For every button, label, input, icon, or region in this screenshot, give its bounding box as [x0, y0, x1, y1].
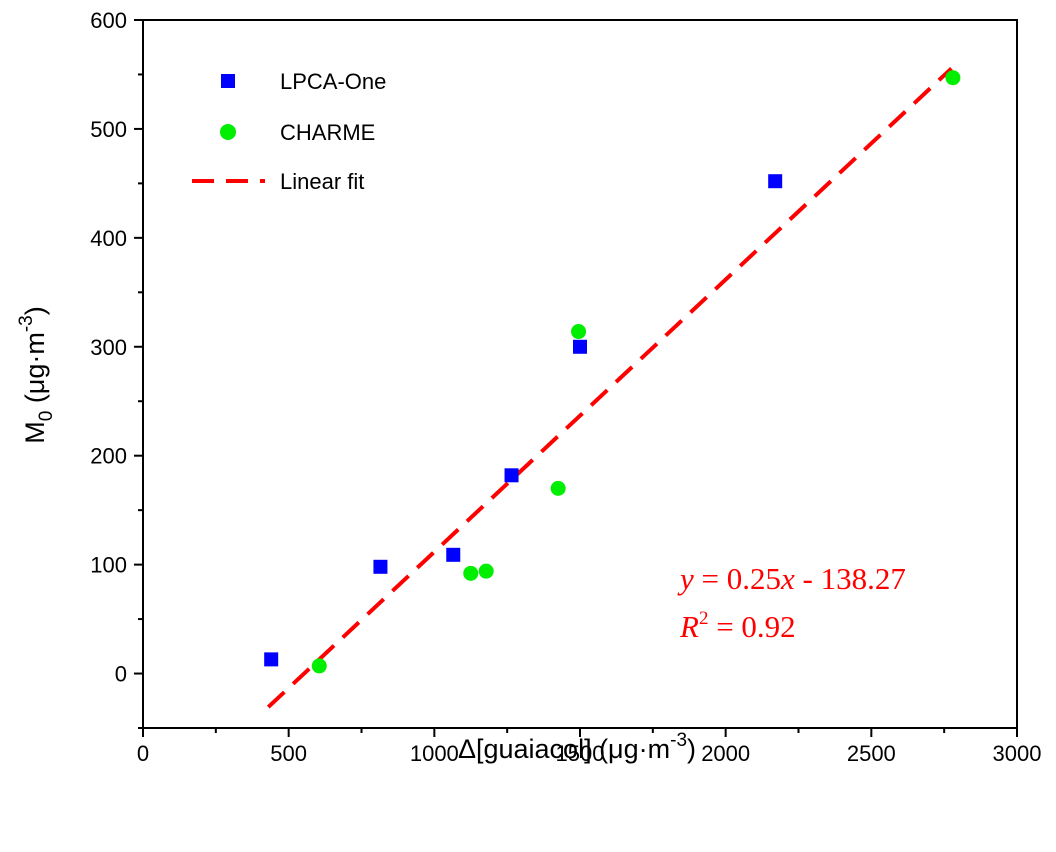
- data-points: [264, 70, 961, 674]
- y-tick-label: 500: [90, 117, 127, 142]
- point-lpca-one: [504, 468, 519, 483]
- x-tick-label: 0: [137, 741, 149, 766]
- eq-x: x: [780, 561, 795, 596]
- x-tick-label: 2500: [847, 741, 896, 766]
- y-axis-title-mid: (μg·m: [20, 332, 50, 411]
- eq-slope: = 0.25: [694, 561, 781, 596]
- y-tick-label: 600: [90, 8, 127, 33]
- plot-frame: [142, 19, 1018, 729]
- axis-ticks: [134, 19, 1018, 737]
- legend-label-lpca-one: LPCA-One: [280, 69, 386, 94]
- r2-r: R: [679, 609, 699, 644]
- linear-fit-line: [266, 67, 953, 709]
- point-lpca-one: [573, 339, 587, 354]
- fit-equation: y = 0.25x - 138.27: [677, 561, 906, 596]
- tick-labels: 0 500 1000 1500 2000 2500 3000 0 100 200 300 400 500…: [90, 8, 1041, 766]
- x-tick-label: 1500: [556, 741, 605, 766]
- point-charme: [550, 480, 566, 496]
- legend-label-charme: CHARME: [280, 120, 375, 145]
- y-tick-label: 100: [90, 553, 127, 578]
- x-tick-label: 3000: [993, 741, 1042, 766]
- point-charme: [571, 324, 587, 340]
- x-axis-title-prefix: Δ[guaiacol] (μg·m: [458, 734, 670, 764]
- point-charme: [478, 563, 494, 579]
- point-lpca-one: [264, 652, 279, 667]
- eq-y: y: [677, 561, 694, 596]
- r2-sup: 2: [699, 608, 709, 629]
- fit-r-squared: R2 = 0.92: [679, 608, 796, 644]
- x-tick-label: 2000: [701, 741, 750, 766]
- y-tick-label: 0: [115, 662, 127, 687]
- point-charme: [945, 70, 961, 86]
- y-tick-label: 300: [90, 335, 127, 360]
- point-lpca-one: [446, 547, 461, 562]
- r2-value: = 0.92: [708, 609, 795, 644]
- y-tick-label: 400: [90, 226, 127, 251]
- y-axis-title-sup: -3: [16, 315, 37, 332]
- x-axis-title-suffix: ): [687, 734, 696, 764]
- legend-marker-lpca-one: [221, 74, 235, 88]
- x-tick-label: 500: [270, 741, 307, 766]
- y-tick-label: 200: [90, 444, 127, 469]
- x-tick-label: 1000: [410, 741, 459, 766]
- y-axis-title-main: M: [20, 421, 50, 444]
- legend-marker-charme: [220, 124, 236, 140]
- eq-intercept: - 138.27: [795, 561, 906, 596]
- y-axis-title-suffix: ): [20, 306, 50, 315]
- point-charme: [463, 565, 479, 581]
- y-axis-title-sub: 0: [36, 411, 57, 422]
- legend: LPCA-One CHARME Linear fit: [192, 69, 386, 194]
- x-axis-title-sup: -3: [670, 730, 687, 751]
- y-axis-title: M0 (μg·m-3): [16, 306, 57, 444]
- point-charme: [311, 658, 327, 674]
- legend-label-linear-fit: Linear fit: [280, 169, 364, 194]
- x-axis-title: Δ[guaiacol] (μg·m-3): [458, 730, 696, 764]
- point-lpca-one: [768, 174, 783, 189]
- point-lpca-one: [373, 559, 388, 574]
